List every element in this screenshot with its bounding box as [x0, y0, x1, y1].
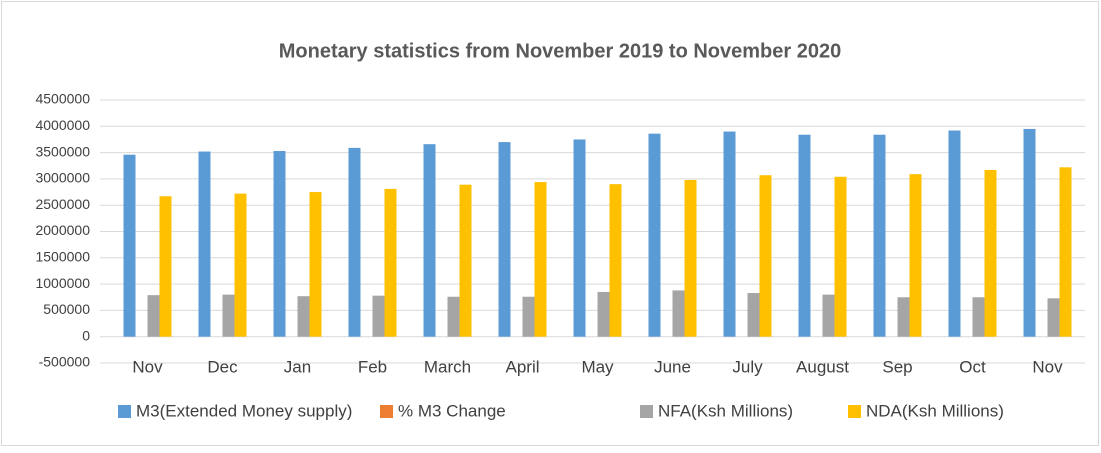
bar — [799, 135, 811, 337]
y-tick-label: 3000000 — [35, 170, 90, 186]
bar — [760, 175, 772, 336]
chart-title: Monetary statistics from November 2019 t… — [279, 40, 841, 62]
bar — [898, 297, 910, 336]
bar — [823, 295, 835, 337]
bar — [973, 297, 985, 336]
x-tick-label: Sep — [882, 357, 912, 376]
x-tick-label: April — [505, 357, 539, 376]
bar — [124, 155, 136, 337]
y-tick-label: 4500000 — [35, 91, 90, 107]
bar — [598, 292, 610, 337]
bar — [373, 296, 385, 337]
bar — [1048, 298, 1060, 336]
y-tick-label: 1500000 — [35, 249, 90, 265]
bar — [199, 152, 211, 337]
bar — [148, 295, 160, 337]
bar — [724, 132, 736, 337]
bar — [223, 295, 235, 337]
bar — [535, 182, 547, 337]
x-tick-label: Nov — [1032, 357, 1063, 376]
bar — [673, 290, 685, 336]
bar — [424, 144, 436, 337]
legend-swatch — [118, 405, 131, 418]
bar — [610, 184, 622, 337]
bar — [160, 196, 172, 336]
bar — [685, 180, 697, 337]
bar — [985, 170, 997, 337]
x-tick-label: Oct — [959, 357, 986, 376]
x-tick-label: Feb — [358, 357, 387, 376]
bar — [649, 134, 661, 337]
bar — [385, 189, 397, 337]
bar — [310, 192, 322, 337]
x-tick-label: Nov — [132, 357, 163, 376]
x-tick-label: August — [796, 357, 849, 376]
bar — [460, 185, 472, 337]
y-tick-label: 3500000 — [35, 143, 90, 159]
legend-label: % M3 Change — [398, 401, 506, 420]
bar — [1060, 167, 1072, 336]
x-tick-label: Dec — [207, 357, 238, 376]
y-tick-label: -500000 — [39, 354, 91, 370]
legend-label: M3(Extended Money supply) — [136, 401, 352, 420]
bar — [274, 151, 286, 337]
bar — [499, 142, 511, 337]
bar — [835, 177, 847, 337]
bar — [349, 148, 361, 337]
y-tick-label: 4000000 — [35, 117, 90, 133]
x-tick-label: May — [581, 357, 614, 376]
y-tick-label: 2000000 — [35, 222, 90, 238]
bar — [574, 139, 586, 336]
x-tick-label: July — [732, 357, 763, 376]
bar — [910, 174, 922, 337]
legend-swatch — [640, 405, 653, 418]
x-tick-label: June — [654, 357, 691, 376]
x-tick-label: Jan — [284, 357, 311, 376]
legend-label: NFA(Ksh Millions) — [658, 401, 793, 420]
bar — [949, 131, 961, 337]
y-tick-label: 1000000 — [35, 275, 90, 291]
y-tick-label: 0 — [82, 327, 90, 343]
legend-swatch — [848, 405, 861, 418]
bar — [874, 135, 886, 337]
x-tick-label: March — [424, 357, 471, 376]
bar — [298, 296, 310, 337]
bar — [748, 293, 760, 337]
bar — [448, 297, 460, 337]
bar — [1024, 129, 1036, 337]
bar — [523, 297, 535, 337]
y-tick-label: 2500000 — [35, 196, 90, 212]
bar — [235, 194, 247, 337]
y-tick-label: 500000 — [43, 301, 90, 317]
legend-swatch — [380, 405, 393, 418]
legend-label: NDA(Ksh Millions) — [866, 401, 1004, 420]
